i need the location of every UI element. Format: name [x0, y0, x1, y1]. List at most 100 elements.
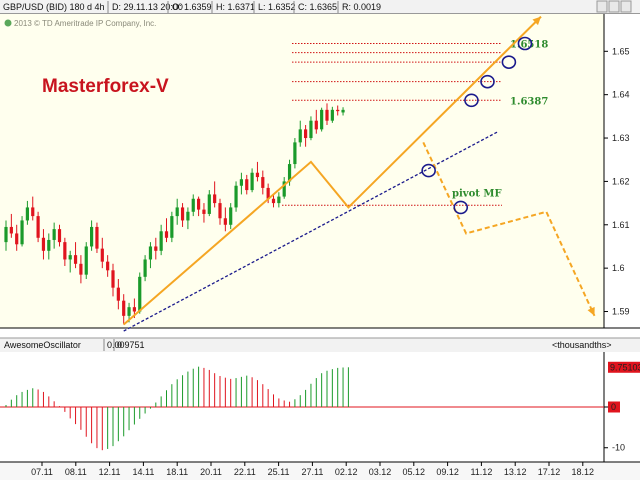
candle-body — [202, 209, 206, 214]
level-label: 1.6518 — [510, 39, 548, 50]
candle-body — [122, 300, 126, 316]
candle-body — [229, 207, 233, 225]
candle-body — [95, 226, 99, 249]
candle-body — [320, 109, 324, 130]
candle-body — [20, 220, 24, 245]
candle-body — [180, 207, 185, 221]
candle-body — [207, 194, 211, 214]
time-axis-label: 25.11 — [268, 467, 290, 477]
oscillator-units: <thousandths> — [552, 340, 612, 350]
candle-body — [73, 255, 78, 264]
candle-body — [4, 226, 8, 243]
candle-body — [336, 109, 340, 112]
window-button-2[interactable] — [608, 0, 620, 13]
candle-body — [234, 185, 238, 208]
candle-body — [271, 198, 276, 204]
candle-body — [79, 263, 83, 275]
time-axis-background — [0, 462, 640, 480]
candle-body — [191, 198, 195, 212]
brand-title: Masterforex-V — [42, 76, 169, 97]
oscillator-header-background — [0, 338, 640, 352]
candle-body — [287, 164, 292, 182]
time-axis-label: 18.11 — [166, 467, 188, 477]
candle-body — [57, 229, 62, 243]
marked-point-circle — [453, 200, 469, 215]
candle-body — [116, 287, 120, 301]
candle-body — [84, 246, 88, 275]
candle-body — [223, 218, 227, 225]
candle-body — [293, 142, 297, 165]
header-range: R: 0.0019 — [342, 2, 381, 12]
oscillator-zero-marker — [608, 401, 620, 413]
marked-point-circle — [421, 163, 436, 178]
analysis-overlay — [123, 15, 596, 332]
candle-body — [132, 307, 136, 312]
candle-body — [148, 246, 153, 260]
header-date: D: 29.11.13 20:00 — [112, 2, 183, 12]
price-axis-label: 1.61 — [612, 220, 630, 230]
marked-point-circle — [517, 36, 533, 51]
candle-body — [277, 196, 281, 204]
candle-body — [309, 120, 313, 139]
time-axis-label: 17.12 — [538, 467, 561, 477]
oscillator-header: AwesomeOscillator 0.009751 0 <thousandth… — [0, 337, 640, 352]
oscillator-axis: 9.75103 0 -10 — [604, 361, 640, 453]
price-axis: 1.59 1.6 1.61 1.62 1.63 1.64 1.65 — [604, 46, 630, 317]
time-axis-label: 22.11 — [234, 467, 256, 477]
candle-body — [304, 129, 308, 139]
candle-body — [143, 259, 147, 277]
oscillator-name[interactable]: AwesomeOscillator — [4, 340, 81, 350]
wave-projection-down-arrow — [587, 306, 595, 316]
oscillator-value-marker — [608, 361, 640, 373]
window-controls — [596, 0, 632, 13]
time-axis-label: 07.11 — [31, 467, 53, 477]
candlesticks — [4, 103, 345, 325]
price-axis-label: 1.59 — [612, 307, 630, 317]
copyright-text: 2013 © TD Ameritrade IP Company, Inc. — [14, 19, 156, 28]
time-axis-label: 09.12 — [436, 467, 459, 477]
candle-body — [314, 120, 318, 130]
candle-body — [164, 231, 169, 238]
window-button-1[interactable] — [596, 0, 608, 13]
candle-body — [63, 242, 67, 260]
time-axis-label: 14.11 — [132, 467, 154, 477]
price-axis-label: 1.63 — [612, 133, 630, 143]
candle-body — [239, 179, 243, 186]
candle-body — [261, 177, 265, 188]
main-plot-background — [0, 14, 604, 328]
candle-body — [90, 226, 94, 247]
level-label: 1.6387 — [510, 96, 548, 107]
price-axis-label: 1.64 — [612, 90, 630, 100]
window-button-3[interactable] — [620, 0, 632, 13]
candle-body — [255, 172, 260, 178]
marked-point-circle — [464, 93, 479, 108]
time-axis-label: 27.11 — [301, 467, 323, 477]
oscillator-value: 0.009751 — [107, 340, 145, 350]
level-label: pivot MF — [452, 188, 502, 199]
wave-projection-up — [123, 15, 542, 326]
header-close: C: 1.6365 — [298, 2, 337, 12]
oscillator-axis-label: -10 — [612, 443, 625, 453]
candle-body — [100, 248, 104, 262]
candle-body — [186, 211, 190, 221]
trendline — [123, 130, 499, 332]
header-background — [0, 0, 640, 14]
candle-body — [159, 231, 163, 251]
candle-body — [330, 109, 334, 121]
wave-projection-up-arrow — [532, 16, 541, 26]
price-axis-label: 1.65 — [612, 46, 630, 56]
candle-body — [68, 255, 72, 260]
time-axis-label: 03.12 — [369, 467, 392, 477]
header-symbol[interactable]: GBP/USD (BID) 180 d 4h — [3, 2, 105, 12]
candle-body — [245, 179, 249, 191]
time-axis-label: 11.12 — [470, 467, 492, 477]
price-axis-label: 1.62 — [612, 176, 630, 186]
time-axis-label: 02.12 — [335, 467, 358, 477]
candle-body — [341, 109, 345, 113]
candle-body — [31, 207, 35, 217]
time-axis-label: 13.12 — [504, 467, 527, 477]
candle-body — [52, 229, 56, 240]
time-axis: 07.11 08.11 12.11 14.11 18.11 20.11 22.11 25.11… — [0, 461, 640, 480]
candle-body — [282, 181, 286, 197]
